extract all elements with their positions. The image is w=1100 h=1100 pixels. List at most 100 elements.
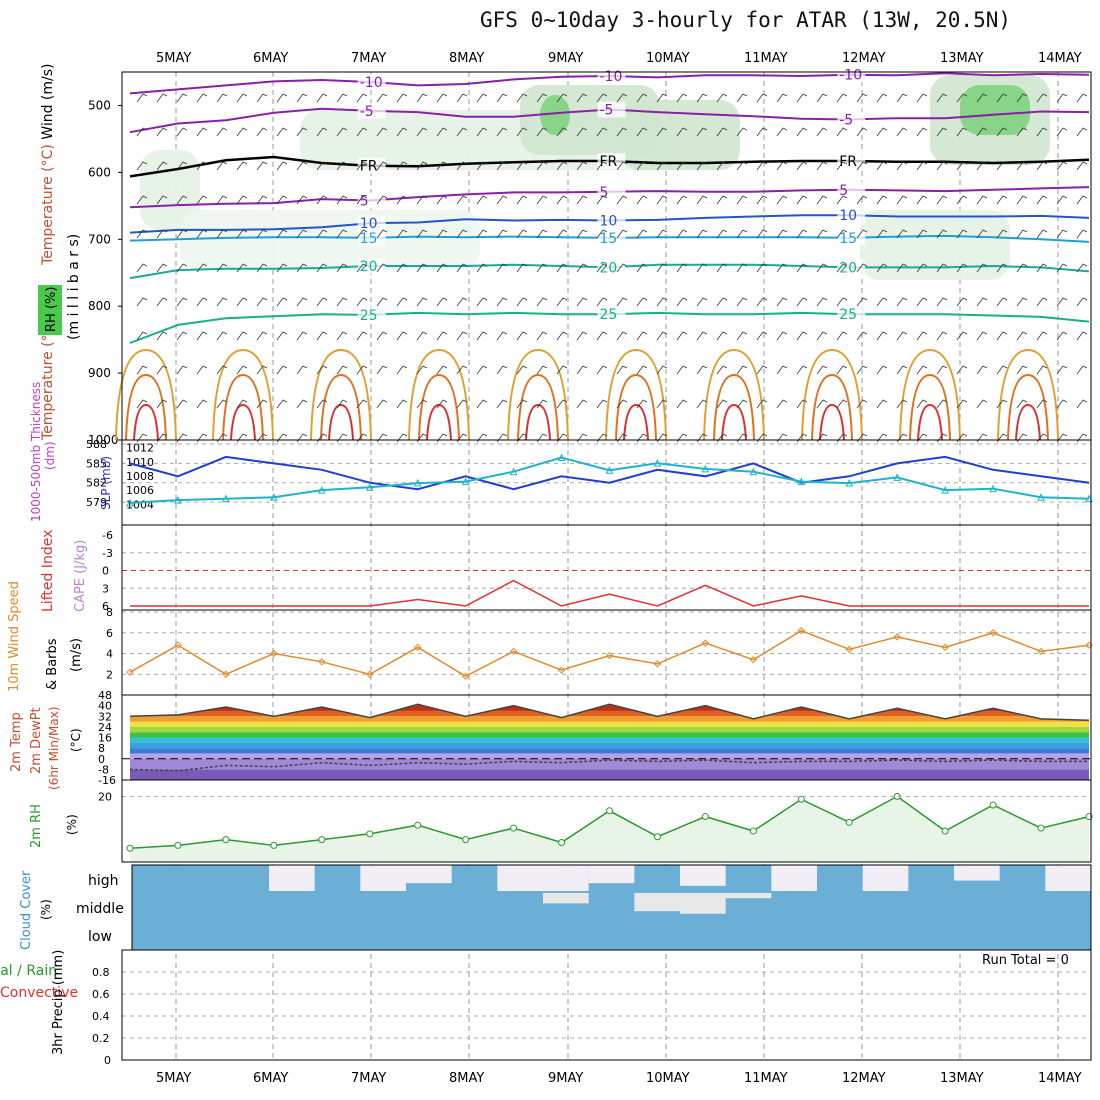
wind-barb <box>396 433 408 443</box>
dewpt-axis-label: 2m DewPt <box>29 707 44 774</box>
date-label-top: 11MAY <box>744 51 788 66</box>
wind-barb <box>1056 263 1068 273</box>
wind-barb <box>716 399 728 409</box>
wind-barb <box>236 263 248 273</box>
wind-barb <box>776 195 788 205</box>
wind-barb <box>376 297 388 307</box>
wind-barb <box>936 161 948 171</box>
wind-barb <box>596 161 608 171</box>
wind-barb <box>416 433 428 443</box>
wind-barb <box>916 93 928 103</box>
isotherm-label-bg <box>837 181 866 198</box>
thickness-tick: 588 <box>86 438 107 451</box>
wind-barb <box>576 263 588 273</box>
wind-barb <box>336 365 348 375</box>
wind-barb <box>836 331 848 341</box>
wind-barb <box>656 365 668 375</box>
cloud-high-gap <box>269 865 315 891</box>
wind-barb <box>476 93 488 103</box>
wind-barb <box>856 399 868 409</box>
wind-barb <box>756 127 768 137</box>
wind-barb <box>1056 229 1068 239</box>
wind-barb <box>1076 229 1088 239</box>
wind-barb <box>176 229 188 239</box>
wind-barb <box>776 93 788 103</box>
wind-barb <box>236 127 248 137</box>
slp-point <box>893 473 902 481</box>
wind-barb <box>1056 399 1068 409</box>
precip-tick: 0.4 <box>92 1010 110 1023</box>
wind-barb <box>516 195 528 205</box>
date-label-bottom: 12MAY <box>842 1071 886 1086</box>
wind-barb <box>1076 399 1088 409</box>
wind-barb <box>636 399 648 409</box>
wind-barb <box>916 297 928 307</box>
wind-barb <box>836 433 848 443</box>
warm-contour <box>1015 403 1041 441</box>
wind-barb <box>156 161 168 171</box>
wind-barb <box>916 399 928 409</box>
rh-point <box>989 801 997 809</box>
wind-barb <box>856 365 868 375</box>
rh-legend-label: RH (%) <box>44 287 59 332</box>
wind-barb <box>196 365 208 375</box>
wind-barb <box>476 433 488 443</box>
upper-air-legend: Temperature (°C) <box>40 319 56 441</box>
wind-barb <box>756 331 768 341</box>
isotherm-label: 10 <box>839 208 857 224</box>
wind-barb <box>216 263 228 273</box>
wind-barb <box>256 93 268 103</box>
lifted-index-tick: 0 <box>102 565 109 578</box>
wind-barb <box>676 229 688 239</box>
wind-barb <box>576 161 588 171</box>
wind-barb <box>316 229 328 239</box>
isotherm-label: 15 <box>839 231 857 247</box>
wind-barb <box>256 263 268 273</box>
isotherm-label: 15 <box>600 231 618 247</box>
wind-barb <box>896 195 908 205</box>
rh-point <box>845 818 853 826</box>
wind-barb <box>936 127 948 137</box>
temp-tick: 0 <box>98 753 105 766</box>
wind-barb <box>476 331 488 341</box>
wind-barb <box>436 127 448 137</box>
wind-barb <box>876 331 888 341</box>
wind-barb <box>856 195 868 205</box>
wind-barb <box>136 195 148 205</box>
cloud-middle-gap <box>634 893 680 912</box>
wind-barb <box>456 263 468 273</box>
wind-barb <box>736 433 748 443</box>
warm-contour <box>713 373 755 441</box>
wind-barb <box>416 263 428 273</box>
cloud-high-gap <box>771 865 817 891</box>
wind-barb <box>1076 161 1088 171</box>
wind-barb <box>276 161 288 171</box>
wind-barb <box>296 365 308 375</box>
wind-barb <box>876 195 888 205</box>
wind-barb <box>876 263 888 273</box>
wind-barb <box>976 263 988 273</box>
wind-speed-point <box>366 670 374 678</box>
temp-color-band <box>130 732 1089 738</box>
isotherm-label: 25 <box>839 307 857 323</box>
wind-barb <box>216 297 228 307</box>
isotherm-label: 10 <box>360 216 378 232</box>
wind-barb <box>916 263 928 273</box>
wind-speed-point <box>318 658 326 666</box>
precip-axis-label: 3hr Precip (mm) <box>51 950 66 1055</box>
wind-barb <box>996 433 1008 443</box>
wind-barb <box>516 229 528 239</box>
wind-barb <box>1016 331 1028 341</box>
wind-barb <box>376 161 388 171</box>
wind-speed-point <box>605 651 614 660</box>
wind-barb <box>256 331 268 341</box>
wind-barb <box>416 331 428 341</box>
wind-barb <box>1076 297 1088 307</box>
wind-barb <box>876 229 888 239</box>
isotherm-label: -5 <box>839 113 853 129</box>
temp-axis-label: 2m Temp <box>9 712 24 772</box>
wind-barb <box>496 263 508 273</box>
rh-point <box>270 841 278 849</box>
wind-barb <box>356 263 368 273</box>
wind-barb <box>296 399 308 409</box>
